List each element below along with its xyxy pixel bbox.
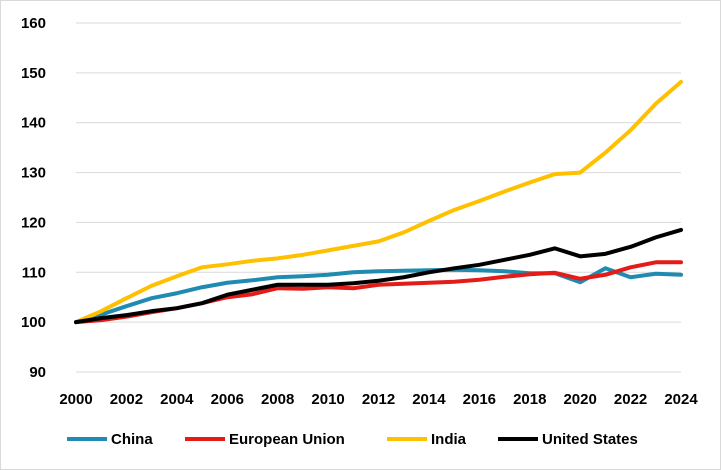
x-tick-label: 2022 xyxy=(614,391,647,408)
y-tick-label: 90 xyxy=(29,364,46,381)
x-tick-label: 2010 xyxy=(311,391,344,408)
legend-item-india: India xyxy=(387,431,467,448)
gridlines xyxy=(76,22,681,373)
x-tick-label: 2020 xyxy=(563,391,596,408)
x-tick-label: 2000 xyxy=(59,391,92,408)
legend-label: United States xyxy=(542,431,638,448)
legend-label: India xyxy=(431,431,467,448)
legend: China European Union India United States xyxy=(67,431,638,448)
series-line-china xyxy=(74,266,683,325)
axes: 90 100 110 120 130 140 150 160 2000 2002 2004 2006 2… xyxy=(21,15,698,408)
y-tick-label: 140 xyxy=(21,115,46,132)
legend-item-united-states: United States xyxy=(498,431,638,448)
x-tick-label: 2002 xyxy=(110,391,143,408)
series-lines xyxy=(74,79,683,325)
legend-item-european-union: European Union xyxy=(185,431,345,448)
y-tick-label: 160 xyxy=(21,15,46,32)
x-tick-label: 2018 xyxy=(513,391,546,408)
y-tick-label: 150 xyxy=(21,65,46,82)
x-tick-label: 2008 xyxy=(261,391,294,408)
y-tick-label: 110 xyxy=(22,264,46,281)
x-tick-label: 2024 xyxy=(664,391,698,408)
x-tick-label: 2012 xyxy=(362,391,395,408)
x-tick-label: 2016 xyxy=(463,391,496,408)
x-tick-label: 2006 xyxy=(211,391,244,408)
y-tick-label: 120 xyxy=(21,214,46,231)
legend-label: China xyxy=(111,431,153,448)
y-tick-label: 130 xyxy=(21,165,46,182)
series-line-india xyxy=(74,79,683,325)
x-tick-label: 2004 xyxy=(160,391,194,408)
x-tick-label: 2014 xyxy=(412,391,446,408)
series-line-united-states xyxy=(74,227,683,325)
legend-item-china: China xyxy=(67,431,153,448)
y-tick-label: 100 xyxy=(21,314,46,331)
legend-label: European Union xyxy=(229,431,345,448)
